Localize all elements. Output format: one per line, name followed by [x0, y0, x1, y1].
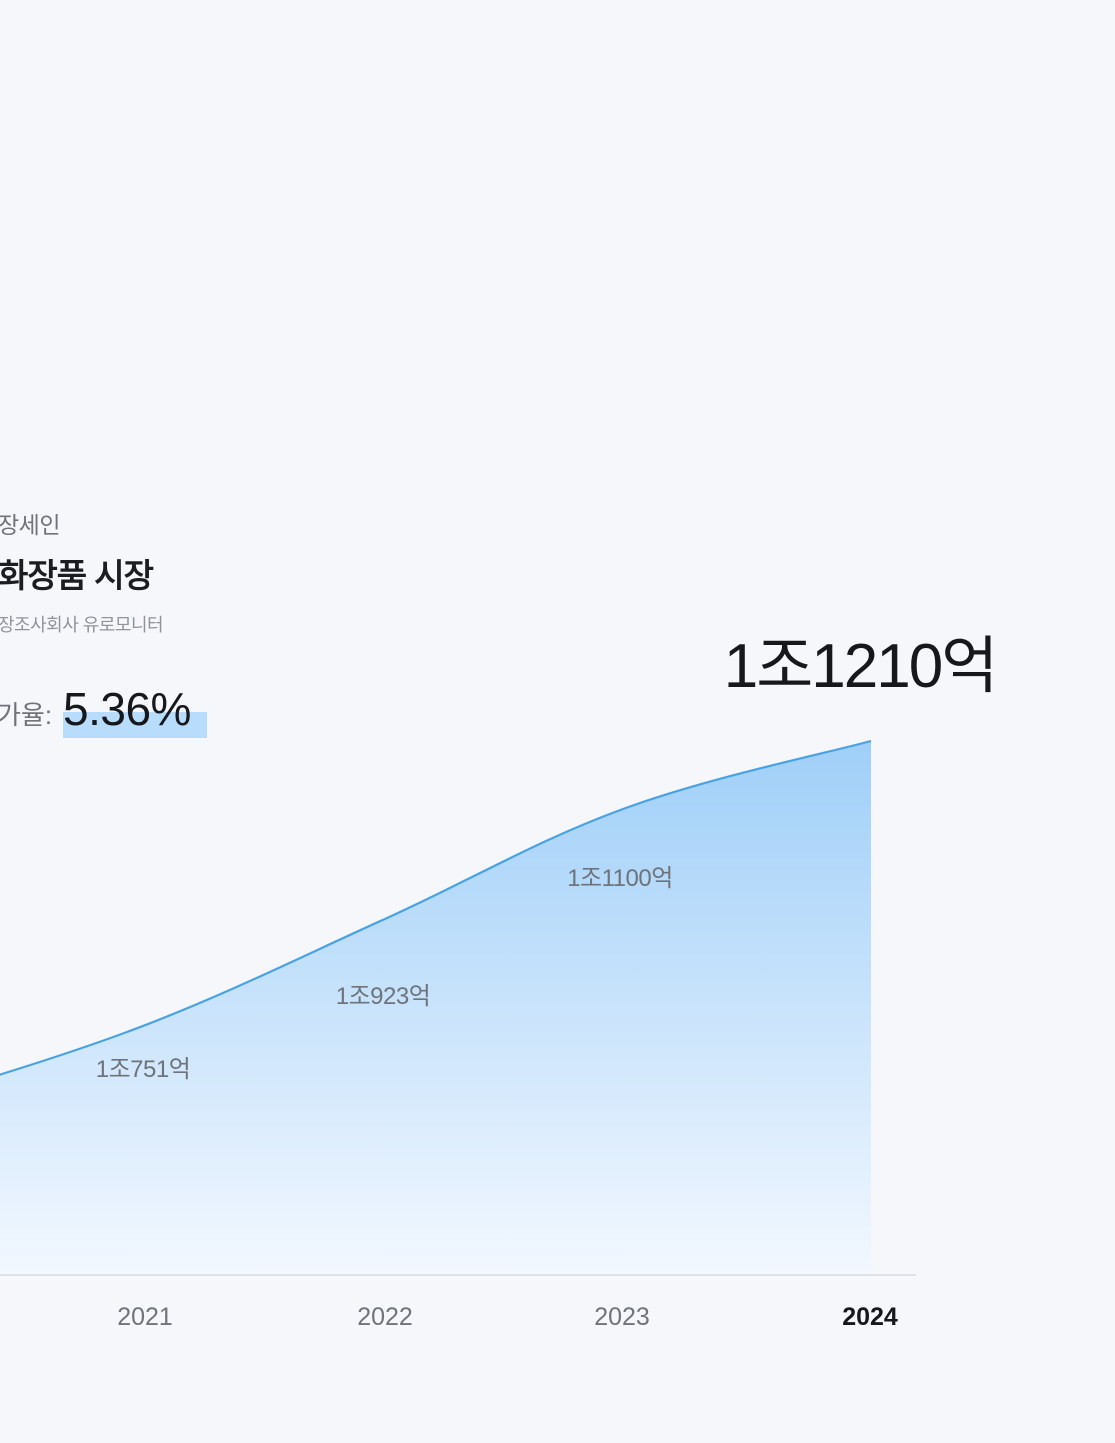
series-line [0, 739, 872, 1076]
source-note: 장조사회사 유로모니터 [0, 615, 164, 635]
data-label-2024: 1조1210억 [724, 632, 997, 701]
x-tick-label-2024: 2024 [842, 1303, 898, 1331]
x-tick-label-2022: 2022 [357, 1303, 413, 1331]
x-tick-label-2021: 2021 [117, 1303, 173, 1331]
growth-rate-value: 5.36% [63, 683, 191, 735]
growth-rate-highlight [63, 712, 207, 738]
area-fill [0, 741, 871, 1275]
data-label-2023: 1조1100억 [567, 865, 673, 892]
eyebrow-text: 장세인 [0, 512, 60, 538]
chart-title: 화장품 시장 [0, 557, 154, 594]
growth-rate-label: 가율: [0, 700, 53, 730]
growth-rate-value-wrap: 5.36% [63, 682, 207, 738]
data-label-2022: 1조923억 [336, 983, 431, 1010]
x-tick-label-2023: 2023 [594, 1303, 650, 1331]
data-label-2021: 1조751억 [96, 1056, 191, 1083]
